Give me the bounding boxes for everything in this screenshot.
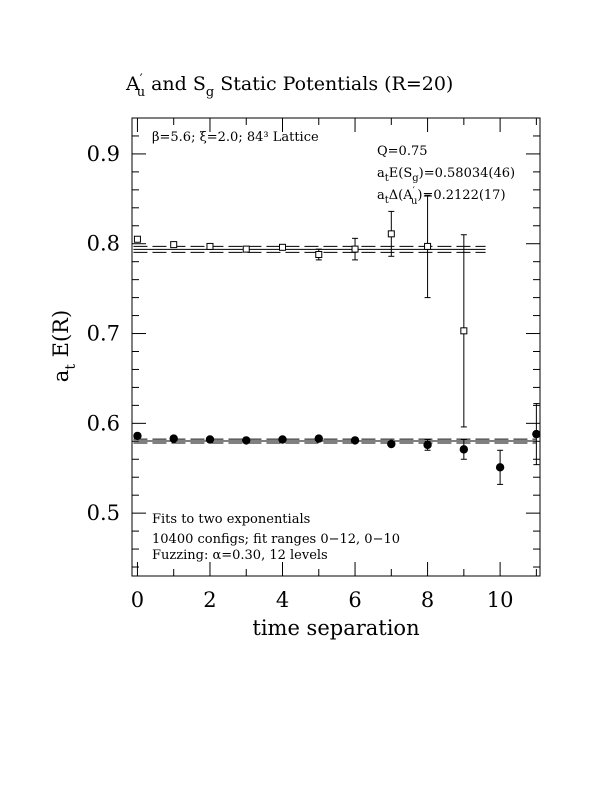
fuzzing-note: Fuzzing: α=0.30, 12 levels: [152, 548, 328, 563]
title-rest: Static Potentials (R=20): [214, 73, 453, 95]
title-and-s: and S: [145, 73, 206, 95]
fit-lines: [133, 245, 537, 444]
y-tick-label: 0.9: [87, 142, 120, 166]
y-axis-label: at E(R): [49, 310, 79, 382]
au-mid: Δ(A: [389, 188, 413, 203]
data-point-circle: [387, 439, 396, 449]
au-a-sub: t: [385, 195, 389, 206]
title-a-sub: u: [137, 85, 145, 100]
data-point-square: [460, 327, 468, 335]
title-s-sub: g: [206, 85, 214, 100]
data-point-circle: [532, 429, 541, 439]
data-point-circle: [133, 431, 142, 441]
data-point-circle: [242, 436, 251, 445]
data-point-square: [387, 230, 395, 238]
axis-ticks: [132, 118, 540, 576]
x-tick-label: 4: [276, 588, 289, 612]
data-point-square: [279, 243, 287, 251]
lattice-note: β=5.6; ξ=2.0; 84³ Lattice: [152, 130, 319, 145]
y-label-sub: t: [63, 364, 79, 370]
data-point-circle: [423, 440, 432, 450]
au-u-sub: u: [411, 196, 418, 207]
y-label-rest: E(R): [49, 310, 73, 364]
x-tick-label: 6: [348, 588, 361, 612]
data-point-square: [206, 242, 214, 250]
data-point-circle: [314, 434, 323, 443]
y-tick-label: 0.5: [87, 501, 120, 525]
chart-title: A′ u and Sg Static Potentials (R=20): [125, 72, 453, 100]
y-label-a: a: [49, 370, 73, 383]
sg-val: )=0.58034(46): [419, 166, 515, 181]
x-axis-label: time separation: [252, 616, 419, 640]
data-point-square: [315, 251, 323, 259]
sg-a: a: [377, 166, 385, 181]
tick-labels: 0 2 4 6 8 10 0.5 0.6 0.7 0.8 0.9: [87, 142, 514, 612]
au-a: a: [377, 188, 385, 203]
title-a: A: [125, 73, 140, 95]
au-gap-note: atΔ(A′ u)=0.2122(17): [377, 186, 506, 207]
data-point-circle: [278, 435, 287, 444]
data-point-circle: [350, 436, 360, 445]
x-tick-label: 0: [131, 588, 144, 612]
configs-note: 10400 configs; fit ranges 0−12, 0−10: [152, 532, 400, 547]
data-point-circle: [205, 435, 215, 444]
au-val: )=0.2122(17): [417, 188, 505, 203]
x-tick-label: 2: [203, 588, 216, 612]
x-tick-label: 10: [487, 588, 514, 612]
sg-energy-note: atE(Sg)=0.58034(46): [377, 166, 515, 184]
data-point-circle: [459, 445, 469, 454]
data-points: [133, 194, 541, 485]
data-point-square: [242, 245, 250, 253]
data-point-circle: [495, 463, 505, 472]
data-point-square: [133, 235, 141, 243]
title-a-prime: ′: [140, 72, 143, 87]
q-value: Q=0.75: [377, 144, 428, 159]
data-point-square: [170, 241, 178, 249]
data-point-square: [351, 245, 359, 253]
au-prime: ′: [413, 186, 416, 197]
data-point-square: [424, 242, 432, 250]
sg-g-sub: g: [412, 173, 419, 184]
sg-a-sub: t: [385, 173, 389, 184]
sg-mid: E(S: [389, 166, 412, 181]
y-tick-label: 0.6: [87, 411, 120, 435]
data-point-circle: [169, 434, 178, 443]
plot-frame: [131, 117, 541, 577]
x-tick-label: 8: [421, 588, 434, 612]
fits-note: Fits to two exponentials: [152, 512, 310, 527]
y-tick-label: 0.7: [87, 322, 120, 346]
y-tick-label: 0.8: [87, 232, 120, 256]
